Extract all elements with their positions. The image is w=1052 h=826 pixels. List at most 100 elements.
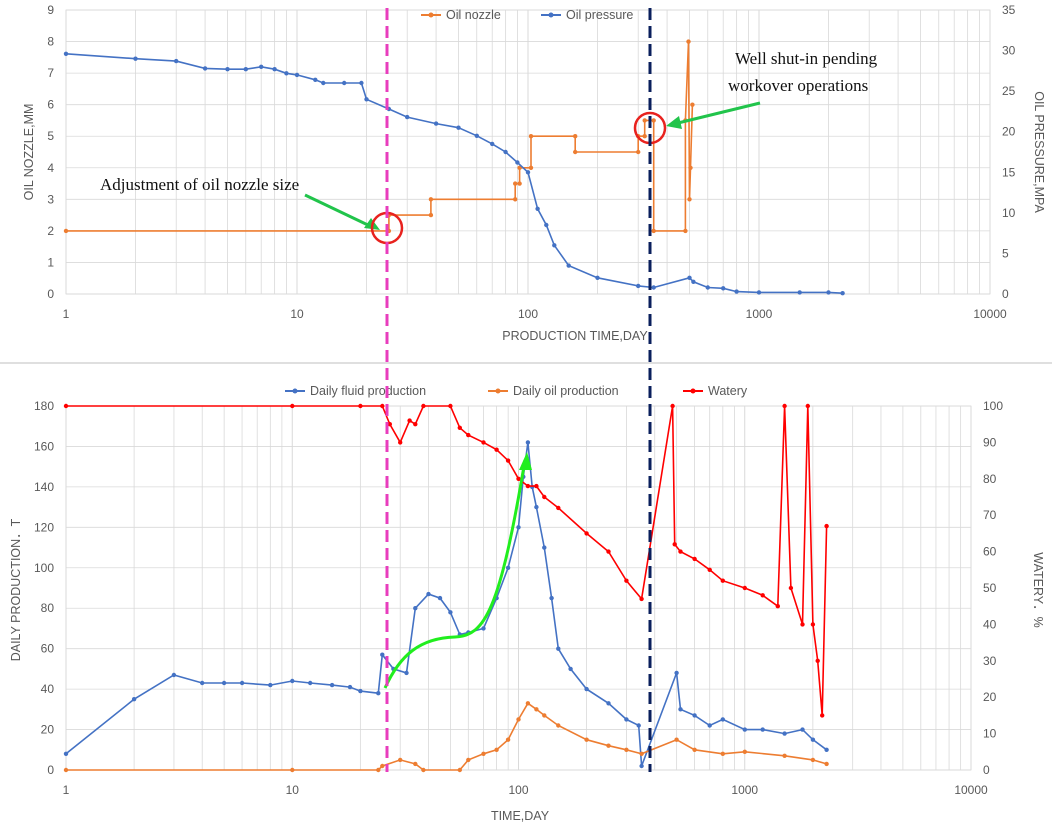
y-tick-label: 160 <box>34 439 54 453</box>
y2-tick-label: 0 <box>983 763 990 777</box>
y2-tick-label: 100 <box>983 399 1003 413</box>
oil-pressure-point <box>202 66 208 71</box>
watery-point <box>413 422 418 427</box>
y-tick-label: 0 <box>47 763 54 777</box>
daily-fluid-production-point <box>376 691 381 696</box>
daily-oil-production-point <box>290 767 295 773</box>
watery-point <box>788 585 794 591</box>
annotation-shut-in-line2: workover operations <box>728 76 868 95</box>
oil-pressure-point <box>284 71 289 76</box>
watery-point <box>670 403 675 409</box>
watery-point <box>380 403 385 409</box>
top-x-ticks: 1 10 100 1000 10000 <box>63 307 1007 321</box>
oil-pressure-point <box>359 80 364 86</box>
daily-fluid-production-point <box>674 670 679 676</box>
oil-pressure-point <box>243 67 248 72</box>
watery-point <box>742 585 747 591</box>
daily-fluid-production-point <box>200 680 205 686</box>
oil-pressure-point <box>133 56 138 61</box>
y2-tick-label: 0 <box>1002 287 1009 301</box>
daily-fluid-production-point <box>568 666 573 672</box>
daily-oil-production-point <box>584 737 589 742</box>
oil-pressure-point <box>503 149 508 155</box>
bottom-legend: Daily fluid production Daily oil product… <box>285 384 748 398</box>
oil-pressure-point <box>433 121 439 126</box>
y2-tick-label: 30 <box>983 654 997 668</box>
annotation-arrowhead-shut-in <box>666 116 682 129</box>
legend-fluid-marker <box>292 388 298 394</box>
oil-pressure-point <box>456 125 461 130</box>
daily-fluid-production-point <box>448 610 453 615</box>
bottom-y2-ticks: 0 10 20 30 40 50 60 70 80 90 100 <box>983 399 1003 777</box>
oil-pressure-point <box>174 58 179 64</box>
growth-trend-arrowhead <box>519 452 532 470</box>
y-tick-label: 0 <box>47 287 54 301</box>
daily-fluid-production-point <box>639 763 644 769</box>
legend-watery-marker <box>690 388 696 394</box>
y-tick-label: 4 <box>47 161 54 175</box>
daily-production-chart: 1 10 100 1000 10000 020406080100120140160180… <box>9 384 1045 823</box>
oil-pressure-point <box>259 64 264 70</box>
daily-oil-production-point <box>824 761 829 767</box>
legend-oil-pressure-marker <box>548 12 554 18</box>
daily-oil-production-point <box>525 701 531 706</box>
daily-fluid-production-point <box>131 697 137 702</box>
daily-fluid-production-point <box>549 595 554 601</box>
y2-tick-label: 15 <box>1002 165 1016 179</box>
daily-fluid-production-point <box>347 684 353 690</box>
oil-nozzle-point <box>651 118 656 123</box>
bottom-x-ticks: 1 10 100 1000 10000 <box>63 783 988 797</box>
oil-nozzle-point <box>651 228 656 234</box>
daily-fluid-production-point <box>413 606 418 611</box>
oil-nozzle-point <box>528 165 534 170</box>
daily-fluid-production-point <box>760 727 765 732</box>
daily-fluid-production-point <box>404 670 409 676</box>
y2-tick-label: 90 <box>983 435 997 449</box>
oil-nozzle-point <box>528 134 534 139</box>
x-tick-label: 10000 <box>954 783 988 797</box>
watery-point <box>824 523 829 529</box>
y-tick-label: 3 <box>47 192 54 206</box>
y-tick-label: 9 <box>47 3 54 17</box>
daily-oil-production-point <box>421 767 426 773</box>
watery-point <box>584 531 589 536</box>
x-tick-label: 1 <box>63 307 70 321</box>
y-tick-label: 5 <box>47 129 54 143</box>
daily-fluid-production-point <box>358 688 363 694</box>
daily-fluid-production-point <box>308 680 313 686</box>
oil-pressure-point <box>342 80 347 86</box>
daily-fluid-production-point <box>239 680 245 686</box>
y-tick-label: 100 <box>34 561 54 575</box>
growth-trend-arrow <box>383 459 527 689</box>
annotation-nozzle-adjustment: Adjustment of oil nozzle size <box>100 175 299 194</box>
top-legend: Oil nozzle Oil pressure <box>421 8 633 22</box>
oil-nozzle-point <box>513 181 518 186</box>
oil-nozzle-point <box>573 149 578 155</box>
daily-fluid-production-point <box>221 680 227 686</box>
watery-point <box>692 556 697 562</box>
daily-oil-production-point <box>376 767 381 773</box>
oil-pressure-point <box>826 290 831 295</box>
x-tick-label: 1 <box>63 783 70 797</box>
oil-nozzle-point <box>428 212 434 218</box>
y2-tick-label: 50 <box>983 581 997 595</box>
oil-pressure-point <box>566 263 571 268</box>
daily-oil-production-point <box>742 749 747 754</box>
watery-point <box>494 447 499 452</box>
oil-pressure-point <box>364 97 369 102</box>
watery-point <box>800 622 805 627</box>
y2-tick-label: 80 <box>983 472 997 486</box>
watery-point <box>290 403 295 409</box>
watery-point <box>358 403 363 409</box>
oil-nozzle-point <box>688 165 693 170</box>
annotation-shut-in-line1: Well shut-in pending <box>735 49 878 68</box>
watery-point <box>678 549 683 554</box>
bottom-grid <box>65 405 972 771</box>
y-tick-label: 120 <box>34 520 54 534</box>
legend-fluid-label: Daily fluid production <box>310 384 426 398</box>
top-y-axis-label: OIL NOZZLE,MM <box>22 104 36 201</box>
oil-pressure-point <box>687 275 692 280</box>
oil-pressure-point <box>535 206 540 211</box>
